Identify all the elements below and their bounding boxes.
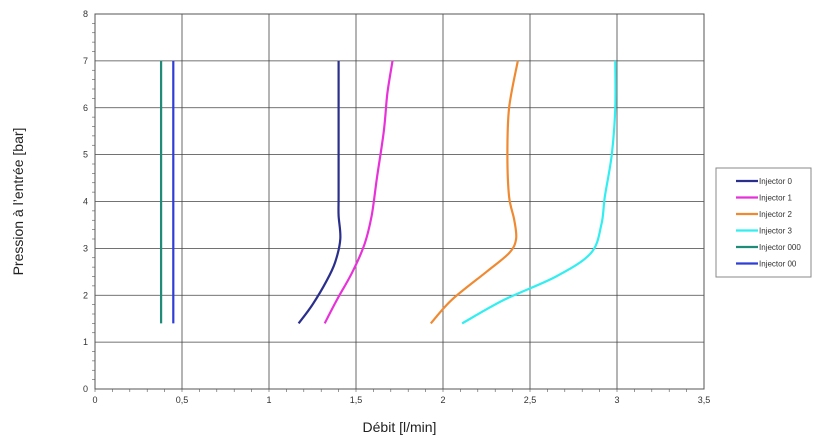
y-tick-label: 2	[83, 290, 88, 300]
x-tick-label: 3,5	[698, 395, 711, 405]
series-line-injector-0	[297, 60, 342, 325]
x-axis-title: Débit [l/min]	[363, 419, 437, 435]
legend-label-injector-1: Injector 1	[759, 194, 792, 203]
y-tick-label: 7	[83, 56, 88, 66]
x-tick-label: 0,5	[176, 395, 189, 405]
grid-lines	[92, 13, 705, 392]
x-tick-labels: 0 0,5 1 1,5 2 2,5 3 3,5	[92, 395, 710, 405]
legend-box	[715, 167, 812, 278]
x-tick-label: 2,5	[524, 395, 537, 405]
y-tick-label: 8	[83, 9, 88, 19]
legend-label-injector-3: Injector 3	[759, 227, 792, 236]
x-tick-label: 1	[266, 395, 271, 405]
series-line-injector-2	[429, 60, 519, 325]
series-line-injector-3	[461, 60, 617, 325]
legend-label-injector-000: Injector 000	[759, 243, 801, 252]
y-tick-label: 1	[83, 337, 88, 347]
y-tick-label: 6	[83, 103, 88, 113]
y-tick-label: 5	[83, 150, 88, 160]
x-tick-label: 3	[614, 395, 619, 405]
legend-label-injector-0: Injector 0	[759, 177, 792, 186]
series-line-injector-1	[323, 60, 394, 324]
legend: Injector 0 Injector 1 Injector 2 Injector 3…	[715, 167, 812, 278]
y-tick-labels: 0 1 2 3 4 5 6 7 8	[83, 9, 88, 394]
x-tick-label: 1,5	[350, 395, 363, 405]
x-tick-label: 0	[92, 395, 97, 405]
y-tick-label: 4	[83, 197, 88, 207]
plot-area	[94, 13, 705, 390]
y-tick-label: 0	[83, 384, 88, 394]
series-lines	[159, 60, 617, 325]
y-tick-label: 3	[83, 243, 88, 253]
legend-label-injector-2: Injector 2	[759, 210, 792, 219]
x-tick-label: 2	[440, 395, 445, 405]
y-axis-title: Pression à l’entrée [bar]	[10, 128, 26, 276]
legend-label-injector-00: Injector 00	[759, 260, 797, 269]
